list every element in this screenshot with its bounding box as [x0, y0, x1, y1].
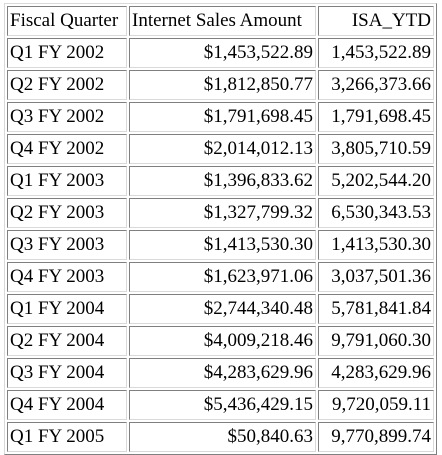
cell-fiscal-quarter: Q2 FY 2004: [7, 326, 127, 356]
cell-internet-sales-amount: $1,413,530.30: [129, 230, 316, 260]
table-row: Q2 FY 2003 $1,327,799.32 6,530,343.53: [7, 198, 434, 228]
cell-internet-sales-amount: $2,014,012.13: [129, 134, 316, 164]
cell-isa-ytd: 6,530,343.53: [318, 198, 434, 228]
table-row: Q4 FY 2004 $5,436,429.15 9,720,059.11: [7, 390, 434, 420]
cell-internet-sales-amount: $1,623,971.06: [129, 262, 316, 292]
table-row: Q1 FY 2002 $1,453,522.89 1,453,522.89: [7, 38, 434, 68]
cell-isa-ytd: 9,791,060.30: [318, 326, 434, 356]
cell-internet-sales-amount: $4,283,629.96: [129, 358, 316, 388]
cell-isa-ytd: 5,202,544.20: [318, 166, 434, 196]
table-row: Q2 FY 2002 $1,812,850.77 3,266,373.66: [7, 70, 434, 100]
cell-internet-sales-amount: $4,009,218.46: [129, 326, 316, 356]
cell-isa-ytd: 3,805,710.59: [318, 134, 434, 164]
cell-fiscal-quarter: Q4 FY 2003: [7, 262, 127, 292]
table-row: Q2 FY 2004 $4,009,218.46 9,791,060.30: [7, 326, 434, 356]
cell-isa-ytd: 4,283,629.96: [318, 358, 434, 388]
cell-fiscal-quarter: Q4 FY 2004: [7, 390, 127, 420]
cell-fiscal-quarter: Q3 FY 2004: [7, 358, 127, 388]
table-row: Q1 FY 2005 $50,840.63 9,770,899.74: [7, 422, 434, 452]
cell-isa-ytd: 1,791,698.45: [318, 102, 434, 132]
table-row: Q1 FY 2003 $1,396,833.62 5,202,544.20: [7, 166, 434, 196]
table-row: Q4 FY 2002 $2,014,012.13 3,805,710.59: [7, 134, 434, 164]
cell-isa-ytd: 3,266,373.66: [318, 70, 434, 100]
header-row: Fiscal Quarter Internet Sales Amount ISA…: [7, 6, 434, 36]
table-row: Q4 FY 2003 $1,623,971.06 3,037,501.36: [7, 262, 434, 292]
cell-fiscal-quarter: Q1 FY 2002: [7, 38, 127, 68]
table-row: Q3 FY 2002 $1,791,698.45 1,791,698.45: [7, 102, 434, 132]
cell-internet-sales-amount: $1,396,833.62: [129, 166, 316, 196]
cell-fiscal-quarter: Q1 FY 2003: [7, 166, 127, 196]
results-table: Fiscal Quarter Internet Sales Amount ISA…: [4, 3, 437, 455]
cell-isa-ytd: 9,720,059.11: [318, 390, 434, 420]
header-fiscal-quarter: Fiscal Quarter: [7, 6, 127, 36]
cell-isa-ytd: 9,770,899.74: [318, 422, 434, 452]
header-internet-sales-amount: Internet Sales Amount: [129, 6, 316, 36]
cell-internet-sales-amount: $2,744,340.48: [129, 294, 316, 324]
cell-internet-sales-amount: $1,791,698.45: [129, 102, 316, 132]
table-row: Q3 FY 2003 $1,413,530.30 1,413,530.30: [7, 230, 434, 260]
cell-internet-sales-amount: $1,453,522.89: [129, 38, 316, 68]
results-table-container: Fiscal Quarter Internet Sales Amount ISA…: [4, 3, 437, 455]
cell-internet-sales-amount: $1,812,850.77: [129, 70, 316, 100]
cell-fiscal-quarter: Q2 FY 2002: [7, 70, 127, 100]
table-row: Q1 FY 2004 $2,744,340.48 5,781,841.84: [7, 294, 434, 324]
cell-fiscal-quarter: Q3 FY 2002: [7, 102, 127, 132]
cell-internet-sales-amount: $5,436,429.15: [129, 390, 316, 420]
cell-isa-ytd: 1,413,530.30: [318, 230, 434, 260]
cell-fiscal-quarter: Q1 FY 2005: [7, 422, 127, 452]
header-isa-ytd: ISA_YTD: [318, 6, 434, 36]
cell-internet-sales-amount: $1,327,799.32: [129, 198, 316, 228]
cell-internet-sales-amount: $50,840.63: [129, 422, 316, 452]
cell-fiscal-quarter: Q4 FY 2002: [7, 134, 127, 164]
cell-isa-ytd: 5,781,841.84: [318, 294, 434, 324]
cell-fiscal-quarter: Q2 FY 2003: [7, 198, 127, 228]
cell-isa-ytd: 1,453,522.89: [318, 38, 434, 68]
cell-isa-ytd: 3,037,501.36: [318, 262, 434, 292]
table-row: Q3 FY 2004 $4,283,629.96 4,283,629.96: [7, 358, 434, 388]
cell-fiscal-quarter: Q3 FY 2003: [7, 230, 127, 260]
table-body: Q1 FY 2002 $1,453,522.89 1,453,522.89 Q2 FY…: [7, 38, 434, 452]
cell-fiscal-quarter: Q1 FY 2004: [7, 294, 127, 324]
